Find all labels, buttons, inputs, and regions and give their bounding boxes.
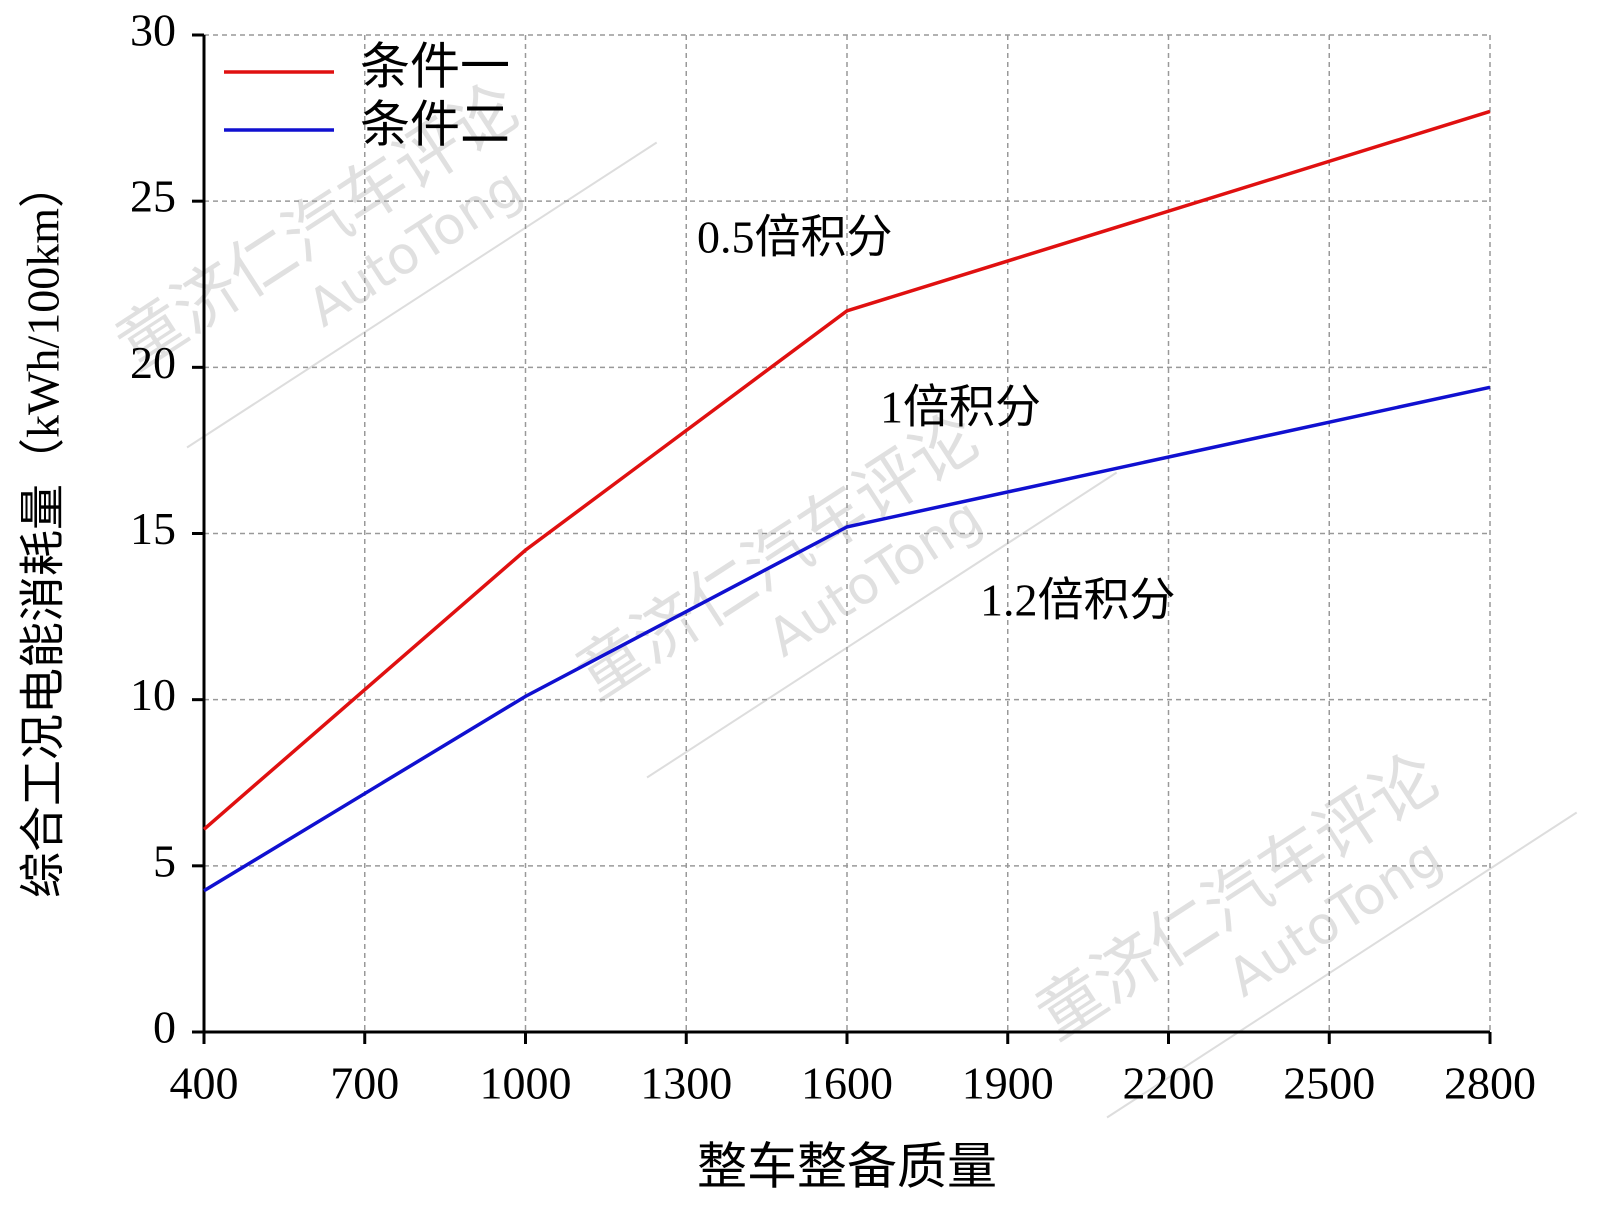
x-axis-label: 整车整备质量 [697,1138,997,1194]
watermark-line [1106,811,1578,1119]
y-tick-label: 0 [153,1002,176,1053]
y-axis-label: 综合工况电能消耗量（kWh/100km） [18,162,69,898]
x-tick-label: 2500 [1283,1058,1375,1109]
y-tick-label: 10 [130,669,176,720]
watermark-line [646,471,1118,779]
legend-label: 条件二 [360,96,510,152]
legend-label: 条件一 [360,38,510,94]
annotation: 0.5倍积分 [697,212,893,263]
x-tick-label: 2800 [1444,1058,1536,1109]
y-tick-label: 30 [130,5,176,56]
y-tick-label: 5 [153,835,176,886]
x-tick-label: 1900 [962,1058,1054,1109]
y-tick-label: 25 [130,171,176,222]
watermark-line [186,141,658,449]
y-tick-label: 15 [130,503,176,554]
x-tick-label: 700 [330,1058,399,1109]
annotation: 1.2倍积分 [980,575,1176,626]
watermarks: 童济仁汽车评论AutoTong童济仁汽车评论AutoTong童济仁汽车评论Aut… [103,68,1578,1119]
x-tick-label: 1000 [480,1058,572,1109]
annotation: 1倍积分 [880,382,1041,433]
line [203,385,1491,893]
x-tick-label: 1600 [801,1058,893,1109]
x-tick-label: 2200 [1123,1058,1215,1109]
x-tick-label: 1300 [640,1058,732,1109]
line [202,109,1491,831]
y-tick-label: 20 [130,337,176,388]
x-tick-label: 400 [170,1058,239,1109]
